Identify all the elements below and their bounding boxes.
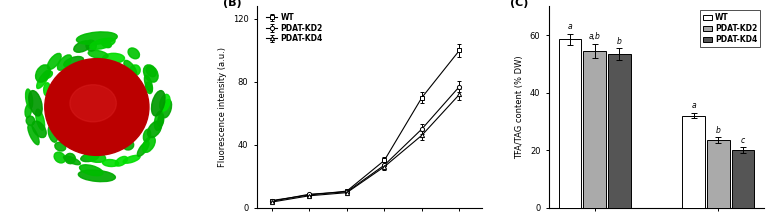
Ellipse shape bbox=[25, 89, 33, 109]
Ellipse shape bbox=[35, 109, 45, 130]
Ellipse shape bbox=[65, 153, 75, 164]
Ellipse shape bbox=[80, 165, 103, 176]
Ellipse shape bbox=[147, 121, 161, 138]
Ellipse shape bbox=[58, 55, 71, 70]
Bar bbox=[707, 140, 730, 208]
Ellipse shape bbox=[48, 125, 58, 142]
Ellipse shape bbox=[44, 71, 52, 79]
Text: b: b bbox=[617, 37, 622, 46]
Bar bbox=[732, 150, 754, 208]
Ellipse shape bbox=[77, 32, 118, 45]
Ellipse shape bbox=[25, 104, 31, 117]
Text: a,b: a,b bbox=[589, 33, 601, 42]
Ellipse shape bbox=[32, 121, 46, 138]
Ellipse shape bbox=[102, 160, 118, 166]
Ellipse shape bbox=[144, 75, 153, 92]
Ellipse shape bbox=[35, 65, 50, 82]
Ellipse shape bbox=[37, 70, 49, 89]
Ellipse shape bbox=[84, 151, 106, 162]
Ellipse shape bbox=[64, 156, 81, 165]
Ellipse shape bbox=[45, 59, 149, 155]
Legend: WT, PDAT-KD2, PDAT-KD4: WT, PDAT-KD2, PDAT-KD4 bbox=[700, 10, 760, 47]
Text: a: a bbox=[568, 22, 572, 31]
Ellipse shape bbox=[145, 82, 152, 94]
Ellipse shape bbox=[123, 141, 134, 150]
Ellipse shape bbox=[78, 170, 115, 182]
Ellipse shape bbox=[128, 48, 140, 59]
Ellipse shape bbox=[142, 136, 155, 152]
Legend: WT, PDAT-KD2, PDAT-KD4: WT, PDAT-KD2, PDAT-KD4 bbox=[265, 12, 323, 44]
Ellipse shape bbox=[160, 94, 170, 111]
Ellipse shape bbox=[28, 125, 39, 145]
Ellipse shape bbox=[144, 65, 158, 82]
Bar bbox=[558, 39, 581, 208]
Ellipse shape bbox=[146, 66, 156, 77]
Ellipse shape bbox=[81, 153, 99, 162]
Ellipse shape bbox=[64, 56, 84, 67]
Ellipse shape bbox=[28, 91, 42, 116]
Ellipse shape bbox=[86, 40, 96, 51]
Ellipse shape bbox=[115, 156, 127, 166]
Ellipse shape bbox=[151, 91, 165, 116]
Bar bbox=[608, 54, 631, 208]
Text: b: b bbox=[716, 126, 720, 135]
Ellipse shape bbox=[103, 53, 124, 63]
Text: (A): (A) bbox=[9, 19, 28, 30]
Ellipse shape bbox=[123, 155, 140, 163]
Ellipse shape bbox=[144, 129, 151, 142]
Ellipse shape bbox=[44, 83, 50, 96]
Ellipse shape bbox=[74, 41, 91, 52]
Ellipse shape bbox=[55, 142, 66, 151]
Ellipse shape bbox=[26, 116, 35, 125]
Text: c: c bbox=[741, 136, 745, 145]
Y-axis label: Fluorescence intensity (a.u.): Fluorescence intensity (a.u.) bbox=[218, 47, 227, 167]
Ellipse shape bbox=[161, 100, 171, 118]
Ellipse shape bbox=[90, 38, 115, 49]
Ellipse shape bbox=[124, 60, 137, 76]
Bar bbox=[682, 116, 705, 208]
Ellipse shape bbox=[154, 111, 164, 130]
Ellipse shape bbox=[70, 85, 117, 122]
Text: (B): (B) bbox=[223, 0, 242, 8]
Ellipse shape bbox=[158, 114, 164, 126]
Ellipse shape bbox=[54, 152, 65, 163]
Ellipse shape bbox=[137, 141, 149, 156]
Text: a: a bbox=[691, 101, 696, 110]
Text: 1 μm: 1 μm bbox=[30, 192, 48, 198]
Text: (C): (C) bbox=[510, 0, 528, 8]
Ellipse shape bbox=[88, 50, 108, 59]
Ellipse shape bbox=[101, 40, 111, 48]
Ellipse shape bbox=[48, 53, 61, 69]
Ellipse shape bbox=[130, 65, 141, 76]
Bar bbox=[583, 51, 606, 208]
Y-axis label: TFA/TAG content (% DW): TFA/TAG content (% DW) bbox=[515, 55, 525, 159]
